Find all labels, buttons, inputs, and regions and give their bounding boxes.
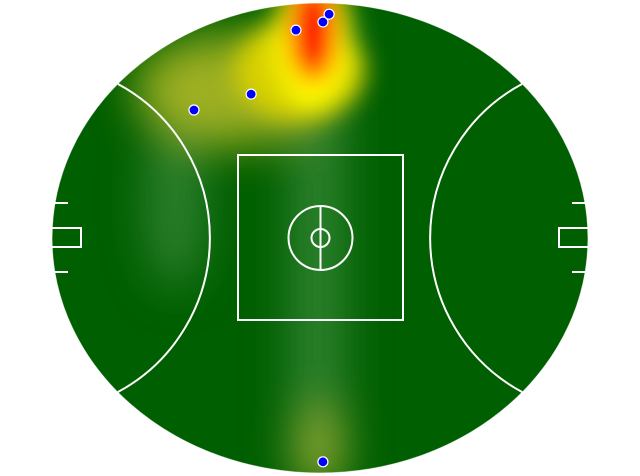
data-point-1 [290, 24, 302, 36]
field-markings [51, 2, 589, 474]
centre-square [237, 154, 404, 321]
data-point-5 [188, 104, 200, 116]
data-point-3 [323, 8, 335, 20]
boundary [51, 2, 589, 474]
data-point-4 [245, 88, 257, 100]
right-50m-arc [429, 83, 523, 393]
data-point-2 [317, 16, 329, 28]
points-layer [188, 8, 335, 468]
left-goal-square [52, 227, 82, 248]
right-goal-square [558, 227, 588, 248]
left-50m-arc [117, 83, 211, 393]
data-point-6 [317, 456, 329, 468]
